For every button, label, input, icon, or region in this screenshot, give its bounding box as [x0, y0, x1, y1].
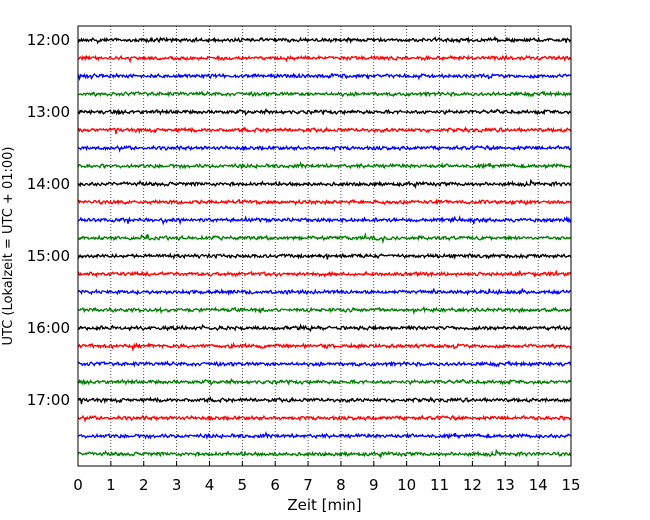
- trace-1230: [77, 72, 572, 82]
- vertical-gridlines: [110, 26, 539, 466]
- x-tick-label: 6: [270, 476, 280, 494]
- trace-1630: [77, 360, 571, 368]
- trace-1415: [77, 198, 572, 206]
- trace-1445: [77, 232, 572, 245]
- trace-1500: [77, 252, 572, 261]
- x-tick-label: 4: [205, 476, 215, 494]
- trace-1600: [77, 323, 572, 333]
- y-tick-label: 13:00: [27, 103, 70, 121]
- x-tick-label: 7: [303, 476, 313, 494]
- x-tick-label: 12: [463, 476, 482, 494]
- seismic-traces: [77, 35, 572, 460]
- trace-1700: [77, 396, 572, 405]
- x-tick-label: 1: [106, 476, 116, 494]
- trace-1530: [77, 287, 572, 296]
- x-tick-label: 15: [561, 476, 580, 494]
- trace-1730: [77, 431, 572, 440]
- y-tick-label: 17:00: [27, 391, 70, 409]
- x-axis-ticks: 0 1 2 3 4 5 6 7 8 9 10 11 12 13 14 15: [73, 461, 581, 494]
- trace-1545: [77, 305, 572, 316]
- x-tick-label: 9: [369, 476, 379, 494]
- trace-1200: [77, 35, 571, 45]
- trace-1345: [77, 161, 572, 170]
- trace-1615: [77, 341, 572, 352]
- trace-1245: [77, 90, 572, 98]
- y-tick-label: 14:00: [27, 175, 70, 193]
- trace-1715: [77, 414, 571, 423]
- trace-1330: [77, 144, 572, 153]
- y-axis-label: UTC (Lokalzeit = UTC + 01:00): [1, 147, 16, 346]
- trace-1645: [77, 377, 572, 387]
- y-tick-label: 12:00: [27, 31, 70, 49]
- plot-frame: [77, 25, 572, 467]
- trace-1745: [77, 448, 572, 460]
- trace-1300: [77, 107, 572, 117]
- x-tick-label: 10: [397, 476, 416, 494]
- x-axis-label: Zeit [min]: [287, 496, 361, 514]
- x-tick-label: 0: [73, 476, 83, 494]
- trace-1430: [77, 214, 572, 226]
- x-tick-label: 8: [336, 476, 346, 494]
- x-tick-label: 5: [238, 476, 248, 494]
- trace-1215: [77, 54, 572, 64]
- trace-1515: [77, 269, 572, 278]
- trace-1400: [78, 178, 572, 190]
- x-tick-label: 3: [172, 476, 182, 494]
- x-tick-label: 14: [529, 476, 548, 494]
- trace-1315: [77, 126, 572, 135]
- y-tick-label: 16:00: [27, 319, 70, 337]
- x-tick-label: 13: [496, 476, 515, 494]
- x-tick-label: 11: [430, 476, 449, 494]
- y-tick-label: 15:00: [27, 247, 70, 265]
- y-axis-ticks: 12:00 13:00 14:00 15:00 16:00 17:00: [27, 31, 83, 409]
- x-tick-label: 2: [139, 476, 149, 494]
